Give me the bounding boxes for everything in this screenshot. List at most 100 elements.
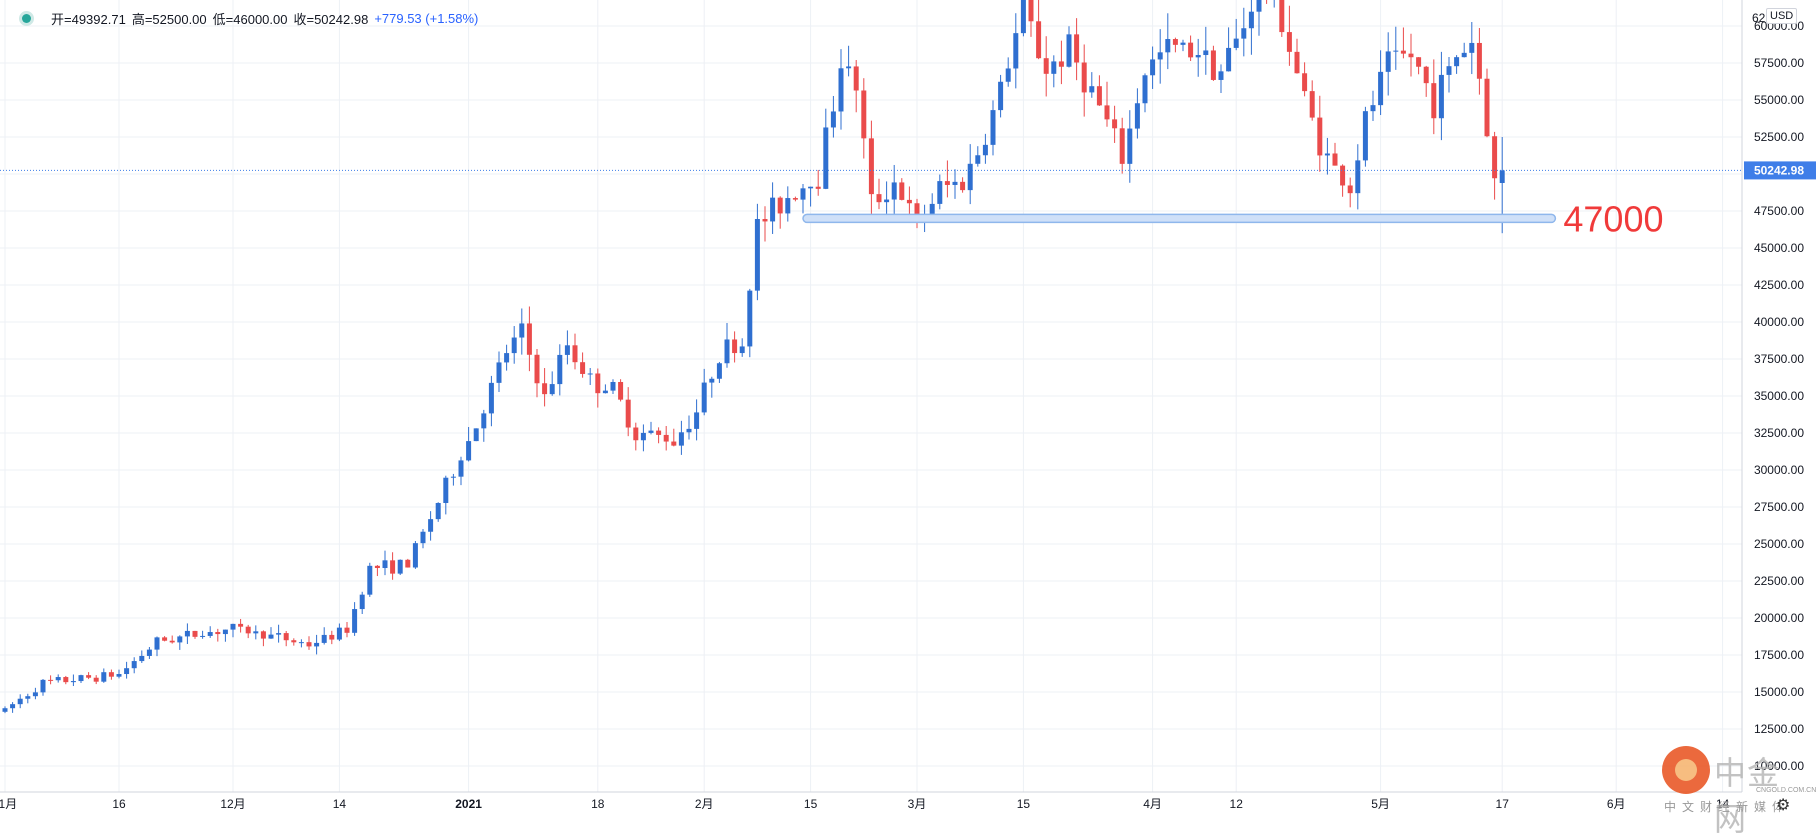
candle-body	[754, 219, 760, 291]
candle-body	[625, 399, 631, 428]
candle	[709, 376, 715, 398]
x-tick-label: 15	[804, 797, 818, 811]
symbol-status-dot[interactable]	[22, 14, 31, 23]
high-value: 高=52500.00	[131, 12, 207, 27]
candle-body	[1378, 71, 1384, 106]
candle-body	[1112, 119, 1118, 129]
candle-body	[1127, 128, 1133, 164]
candle-body	[1317, 117, 1323, 156]
candle	[868, 120, 874, 216]
candle-body	[595, 373, 601, 394]
y-tick-label: 12500.00	[1754, 722, 1804, 736]
candle-body	[982, 144, 988, 156]
candle	[101, 668, 107, 683]
support-line-group[interactable]: 47000	[802, 198, 1664, 239]
candle-body	[633, 427, 639, 441]
candle-body	[967, 163, 973, 191]
candle-body	[1279, 0, 1285, 33]
candle	[625, 387, 631, 437]
candle	[1233, 18, 1239, 51]
candle-body	[1484, 78, 1490, 137]
candle-body	[648, 430, 654, 433]
candle	[1393, 26, 1399, 70]
candle	[1279, 0, 1285, 37]
y-axis-background	[1742, 0, 1817, 819]
y-axis[interactable]: 10000.00 12500.00 15000.00 17500.00 20000.00…	[1741, 0, 1817, 819]
candle	[990, 100, 996, 156]
change-value: +779.53 (+1.58%)	[374, 11, 479, 26]
candle	[975, 146, 981, 167]
candle	[1317, 95, 1323, 172]
currency-badge[interactable]: USD	[1766, 8, 1798, 24]
watermark-tagline: 中文财经新媒体	[1664, 800, 1791, 814]
candle	[640, 424, 646, 452]
x-tick-label: 12月	[220, 797, 245, 811]
candle-body	[960, 181, 966, 191]
watermark: 中金网 CNGOLD.COM.CN 中文财经新媒体	[1658, 742, 1816, 838]
candle	[792, 196, 798, 202]
candle-body	[830, 111, 836, 128]
chart-area[interactable]: 11月 16 12月 14 2021 18 2月 15 3月 15 4月 12 5月 17 6月 14 470…	[0, 0, 1817, 819]
candle	[1423, 65, 1429, 97]
candle	[853, 60, 859, 113]
candle-body	[70, 681, 76, 683]
watermark-name: 中金网	[1714, 754, 1781, 838]
candle-body	[458, 460, 464, 477]
candle-body	[1195, 55, 1201, 58]
candle-body	[580, 362, 586, 374]
candle	[1127, 110, 1133, 183]
candle-body	[526, 323, 532, 355]
candle-body	[868, 138, 874, 195]
candle	[770, 182, 776, 234]
candle-body	[1051, 61, 1057, 74]
x-tick-label: 3月	[908, 797, 927, 811]
settings-gear-icon[interactable]: ⚙	[1776, 797, 1791, 814]
candle-body	[93, 677, 99, 682]
candle	[458, 456, 464, 486]
candle-body	[215, 632, 221, 635]
candle	[656, 427, 662, 444]
candle-body	[1150, 59, 1156, 76]
y-tick-label: 22500.00	[1754, 574, 1804, 588]
candle	[314, 634, 320, 655]
candle-body	[40, 679, 46, 693]
candle	[982, 133, 988, 164]
candle	[633, 422, 639, 451]
candle-body	[678, 432, 684, 446]
candle-body	[770, 197, 776, 222]
candle	[800, 183, 806, 214]
candle	[146, 646, 152, 659]
candle-body	[108, 672, 114, 677]
candle	[1203, 26, 1209, 75]
candle	[618, 379, 624, 402]
candle-body	[1438, 74, 1444, 119]
candle-body	[443, 477, 449, 503]
candle	[960, 177, 966, 193]
candle	[572, 333, 578, 370]
candle-body	[154, 637, 160, 650]
candle	[390, 552, 396, 580]
candle-body	[146, 649, 152, 656]
candle-body	[352, 609, 358, 633]
candle-body	[1058, 61, 1064, 67]
candle-body	[17, 698, 23, 705]
candle-body	[906, 199, 912, 204]
candle	[382, 550, 388, 576]
candle	[260, 630, 266, 647]
candle	[967, 144, 973, 205]
candle	[1172, 37, 1178, 53]
y-tick-label: 25000.00	[1754, 537, 1804, 551]
candle-body	[929, 203, 935, 217]
y-tick-label: 45000.00	[1754, 241, 1804, 255]
candle-body	[785, 198, 791, 214]
candle-body	[815, 186, 821, 189]
price-chart[interactable]: 11月 16 12月 14 2021 18 2月 15 3月 15 4月 12 5月 17 6月 14 470…	[0, 0, 1817, 819]
candle	[428, 511, 434, 541]
candle	[344, 621, 350, 638]
candle	[1020, 0, 1026, 37]
candle	[70, 674, 76, 687]
candle-body	[1089, 86, 1095, 93]
candle-body	[367, 565, 373, 595]
last-price-tag: 50242.98	[1744, 161, 1816, 180]
candle-body	[245, 626, 251, 634]
